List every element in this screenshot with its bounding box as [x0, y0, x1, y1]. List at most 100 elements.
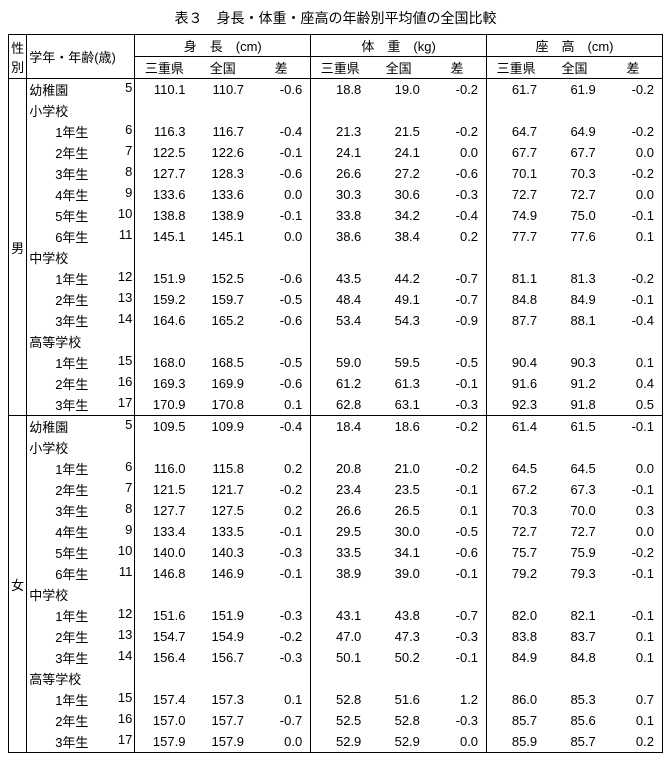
value-cell: -0.2 — [604, 163, 663, 184]
grade-label: 5年生10 — [27, 542, 135, 563]
value-cell: 67.2 — [487, 479, 546, 500]
value-cell: 82.0 — [487, 605, 546, 626]
value-cell: 47.0 — [311, 626, 370, 647]
value-cell: 70.3 — [487, 500, 546, 521]
grade-label: 中学校 — [27, 247, 135, 268]
value-cell: 51.6 — [369, 689, 428, 710]
value-cell: 52.5 — [311, 710, 370, 731]
value-cell: -0.6 — [252, 310, 311, 331]
value-cell: 47.3 — [369, 626, 428, 647]
empty-cell — [193, 584, 252, 605]
value-cell: -0.2 — [604, 542, 663, 563]
header-sub: 全国 — [545, 57, 604, 79]
value-cell: 146.9 — [193, 563, 252, 584]
empty-cell — [135, 437, 194, 458]
value-cell: 43.5 — [311, 268, 370, 289]
value-cell: -0.1 — [428, 479, 487, 500]
value-cell: 64.5 — [487, 458, 546, 479]
empty-cell — [252, 331, 311, 352]
value-cell: 84.9 — [487, 647, 546, 668]
value-cell: 70.3 — [545, 163, 604, 184]
value-cell: -0.6 — [252, 268, 311, 289]
empty-cell — [311, 247, 370, 268]
empty-cell — [135, 668, 194, 689]
value-cell: 83.8 — [487, 626, 546, 647]
value-cell: 127.5 — [193, 500, 252, 521]
value-cell: 138.8 — [135, 205, 194, 226]
value-cell: 72.7 — [545, 521, 604, 542]
header-sub: 全国 — [369, 57, 428, 79]
value-cell: 0.1 — [604, 710, 663, 731]
empty-cell — [369, 100, 428, 121]
value-cell: 75.7 — [487, 542, 546, 563]
empty-cell — [193, 331, 252, 352]
value-cell: 0.0 — [604, 458, 663, 479]
value-cell: 168.5 — [193, 352, 252, 373]
value-cell: 59.5 — [369, 352, 428, 373]
value-cell: 30.0 — [369, 521, 428, 542]
value-cell: 152.5 — [193, 268, 252, 289]
value-cell: 0.5 — [604, 394, 663, 416]
value-cell: 38.4 — [369, 226, 428, 247]
value-cell: 59.0 — [311, 352, 370, 373]
value-cell: 52.8 — [369, 710, 428, 731]
empty-cell — [252, 437, 311, 458]
value-cell: 116.3 — [135, 121, 194, 142]
value-cell: 79.2 — [487, 563, 546, 584]
value-cell: -0.2 — [428, 416, 487, 438]
value-cell: 151.9 — [193, 605, 252, 626]
empty-cell — [545, 247, 604, 268]
grade-label: 4年生9 — [27, 184, 135, 205]
empty-cell — [193, 247, 252, 268]
empty-cell — [252, 584, 311, 605]
value-cell: 157.3 — [193, 689, 252, 710]
grade-label: 1年生15 — [27, 352, 135, 373]
value-cell: -0.3 — [428, 184, 487, 205]
value-cell: 23.4 — [311, 479, 370, 500]
value-cell: 110.7 — [193, 79, 252, 101]
grade-label: 高等学校 — [27, 668, 135, 689]
empty-cell — [311, 331, 370, 352]
value-cell: 82.1 — [545, 605, 604, 626]
value-cell: -0.5 — [252, 289, 311, 310]
value-cell: -0.6 — [252, 163, 311, 184]
value-cell: 43.1 — [311, 605, 370, 626]
value-cell: 39.0 — [369, 563, 428, 584]
value-cell: 26.5 — [369, 500, 428, 521]
value-cell: 0.0 — [252, 226, 311, 247]
value-cell: 170.9 — [135, 394, 194, 416]
value-cell: -0.1 — [428, 373, 487, 394]
value-cell: 48.4 — [311, 289, 370, 310]
value-cell: -0.1 — [604, 416, 663, 438]
value-cell: -0.1 — [252, 521, 311, 542]
value-cell: 92.3 — [487, 394, 546, 416]
value-cell: 64.7 — [487, 121, 546, 142]
value-cell: 157.4 — [135, 689, 194, 710]
header-sub: 差 — [428, 57, 487, 79]
value-cell: -0.3 — [428, 394, 487, 416]
value-cell: 91.2 — [545, 373, 604, 394]
value-cell: -0.3 — [252, 542, 311, 563]
value-cell: 21.5 — [369, 121, 428, 142]
value-cell: -0.2 — [252, 626, 311, 647]
value-cell: 90.4 — [487, 352, 546, 373]
value-cell: 109.5 — [135, 416, 194, 438]
grade-label: 1年生15 — [27, 689, 135, 710]
empty-cell — [545, 584, 604, 605]
header-group: 身 長 (cm) — [135, 35, 311, 57]
value-cell: 0.0 — [252, 184, 311, 205]
value-cell: 18.8 — [311, 79, 370, 101]
value-cell: 156.4 — [135, 647, 194, 668]
empty-cell — [252, 247, 311, 268]
value-cell: -0.6 — [252, 373, 311, 394]
value-cell: -0.9 — [428, 310, 487, 331]
value-cell: 79.3 — [545, 563, 604, 584]
value-cell: 30.3 — [311, 184, 370, 205]
value-cell: 154.9 — [193, 626, 252, 647]
empty-cell — [545, 100, 604, 121]
value-cell: 87.7 — [487, 310, 546, 331]
value-cell: 140.0 — [135, 542, 194, 563]
empty-cell — [604, 331, 663, 352]
empty-cell — [545, 668, 604, 689]
header-grade: 学年・年齢(歳) — [27, 35, 135, 79]
